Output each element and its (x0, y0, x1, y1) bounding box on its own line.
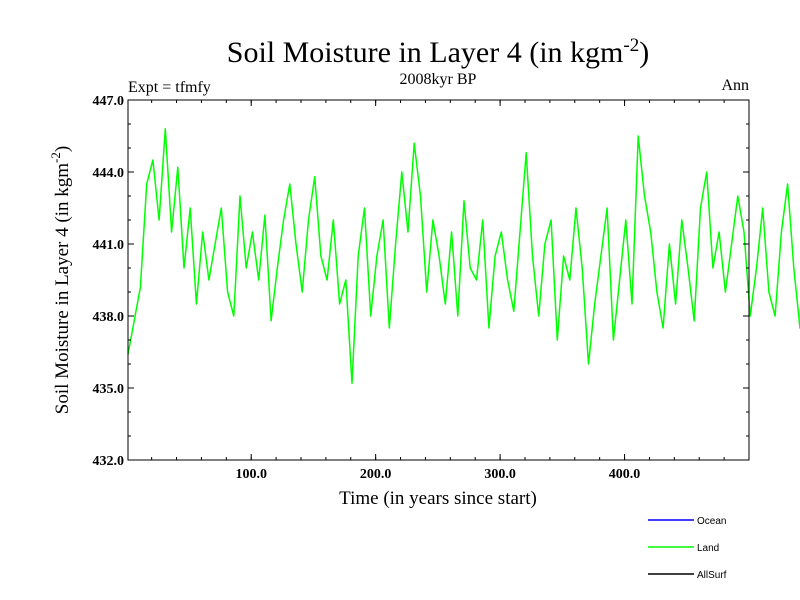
y-tick-label: 438.0 (93, 310, 125, 325)
y-tick-label: 444.0 (93, 166, 125, 181)
x-tick-label: 300.0 (484, 467, 516, 482)
plot-frame (127, 99, 750, 461)
x-tick-label: 100.0 (235, 467, 267, 482)
series-line-land (127, 128, 800, 384)
x-tick-label: 200.0 (360, 467, 392, 482)
chart-title: Soil Moisture in Layer 4 (in kgm-2) (227, 35, 649, 69)
x-tick-label: 400.0 (609, 467, 641, 482)
legend-label-allsurf: AllSurf (697, 570, 727, 581)
plot-area: 432.0 435.0 438.0 441.0 444.0 447.0 100.0 200.… (93, 94, 800, 482)
legend-label-land: Land (697, 543, 719, 554)
period-label: 2008kyr BP (400, 71, 477, 88)
y-tick-label: 441.0 (93, 238, 125, 253)
experiment-label: Expt = tfmfy (128, 79, 211, 96)
y-tick-label: 432.0 (93, 454, 125, 469)
x-axis-label: Time (in years since start) (339, 488, 537, 509)
y-axis-label: Soil Moisture in Layer 4 (in kgm-2) (48, 146, 73, 414)
season-label: Ann (721, 77, 749, 94)
y-tick-label: 435.0 (93, 382, 125, 397)
y-tick-label: 447.0 (93, 94, 125, 109)
legend: Ocean Land AllSurf (648, 516, 727, 581)
legend-label-ocean: Ocean (697, 516, 726, 527)
